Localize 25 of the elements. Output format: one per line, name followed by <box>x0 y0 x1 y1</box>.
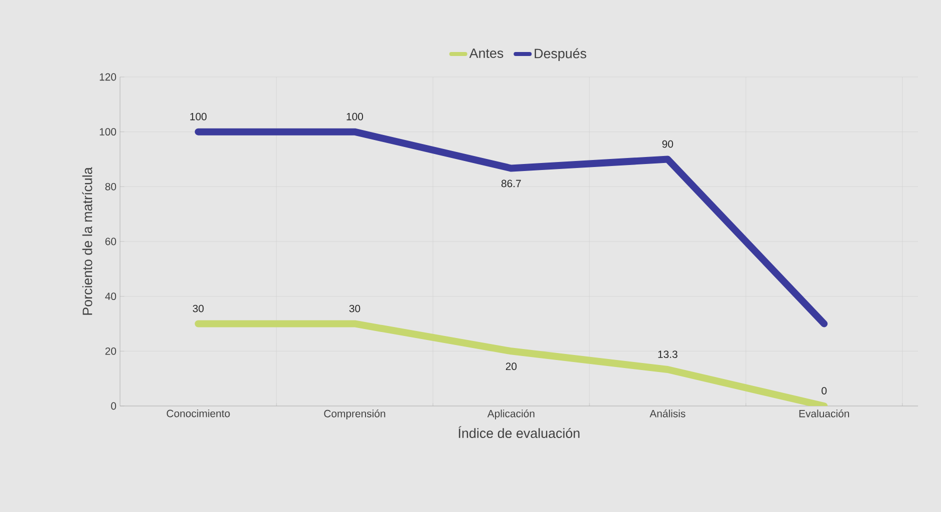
data-label: 100 <box>346 112 364 120</box>
y-tick-label: 0 <box>111 402 116 410</box>
data-label: 13.3 <box>658 350 678 358</box>
data-label: 86.7 <box>501 180 521 188</box>
x-tick-label: Conocimiento <box>166 410 230 418</box>
y-tick-label: 40 <box>105 292 116 300</box>
data-label: 20 <box>506 362 517 370</box>
y-axis-title: Porciento de la matrícula <box>82 167 92 315</box>
y-tick-label: 20 <box>105 347 116 355</box>
y-tick-label: 60 <box>105 238 116 246</box>
data-label: 30 <box>192 304 204 312</box>
x-tick-label: Aplicación <box>487 410 534 420</box>
data-label: 0 <box>822 387 827 394</box>
y-tick-label: 120 <box>100 73 116 81</box>
x-tick-label: Comprensión <box>324 410 386 420</box>
data-label: 90 <box>662 140 674 148</box>
data-label: 100 <box>190 112 207 120</box>
x-axis-title: Índice de evaluación <box>458 426 580 438</box>
legend-label: Antes <box>469 48 504 58</box>
legend-label: Después <box>534 48 586 61</box>
y-tick-label: 80 <box>105 182 116 190</box>
x-tick-label: Evaluación <box>799 410 850 418</box>
data-label: 30 <box>349 304 360 312</box>
y-tick-label: 100 <box>100 128 116 136</box>
x-tick-label: Análisis <box>650 410 686 418</box>
